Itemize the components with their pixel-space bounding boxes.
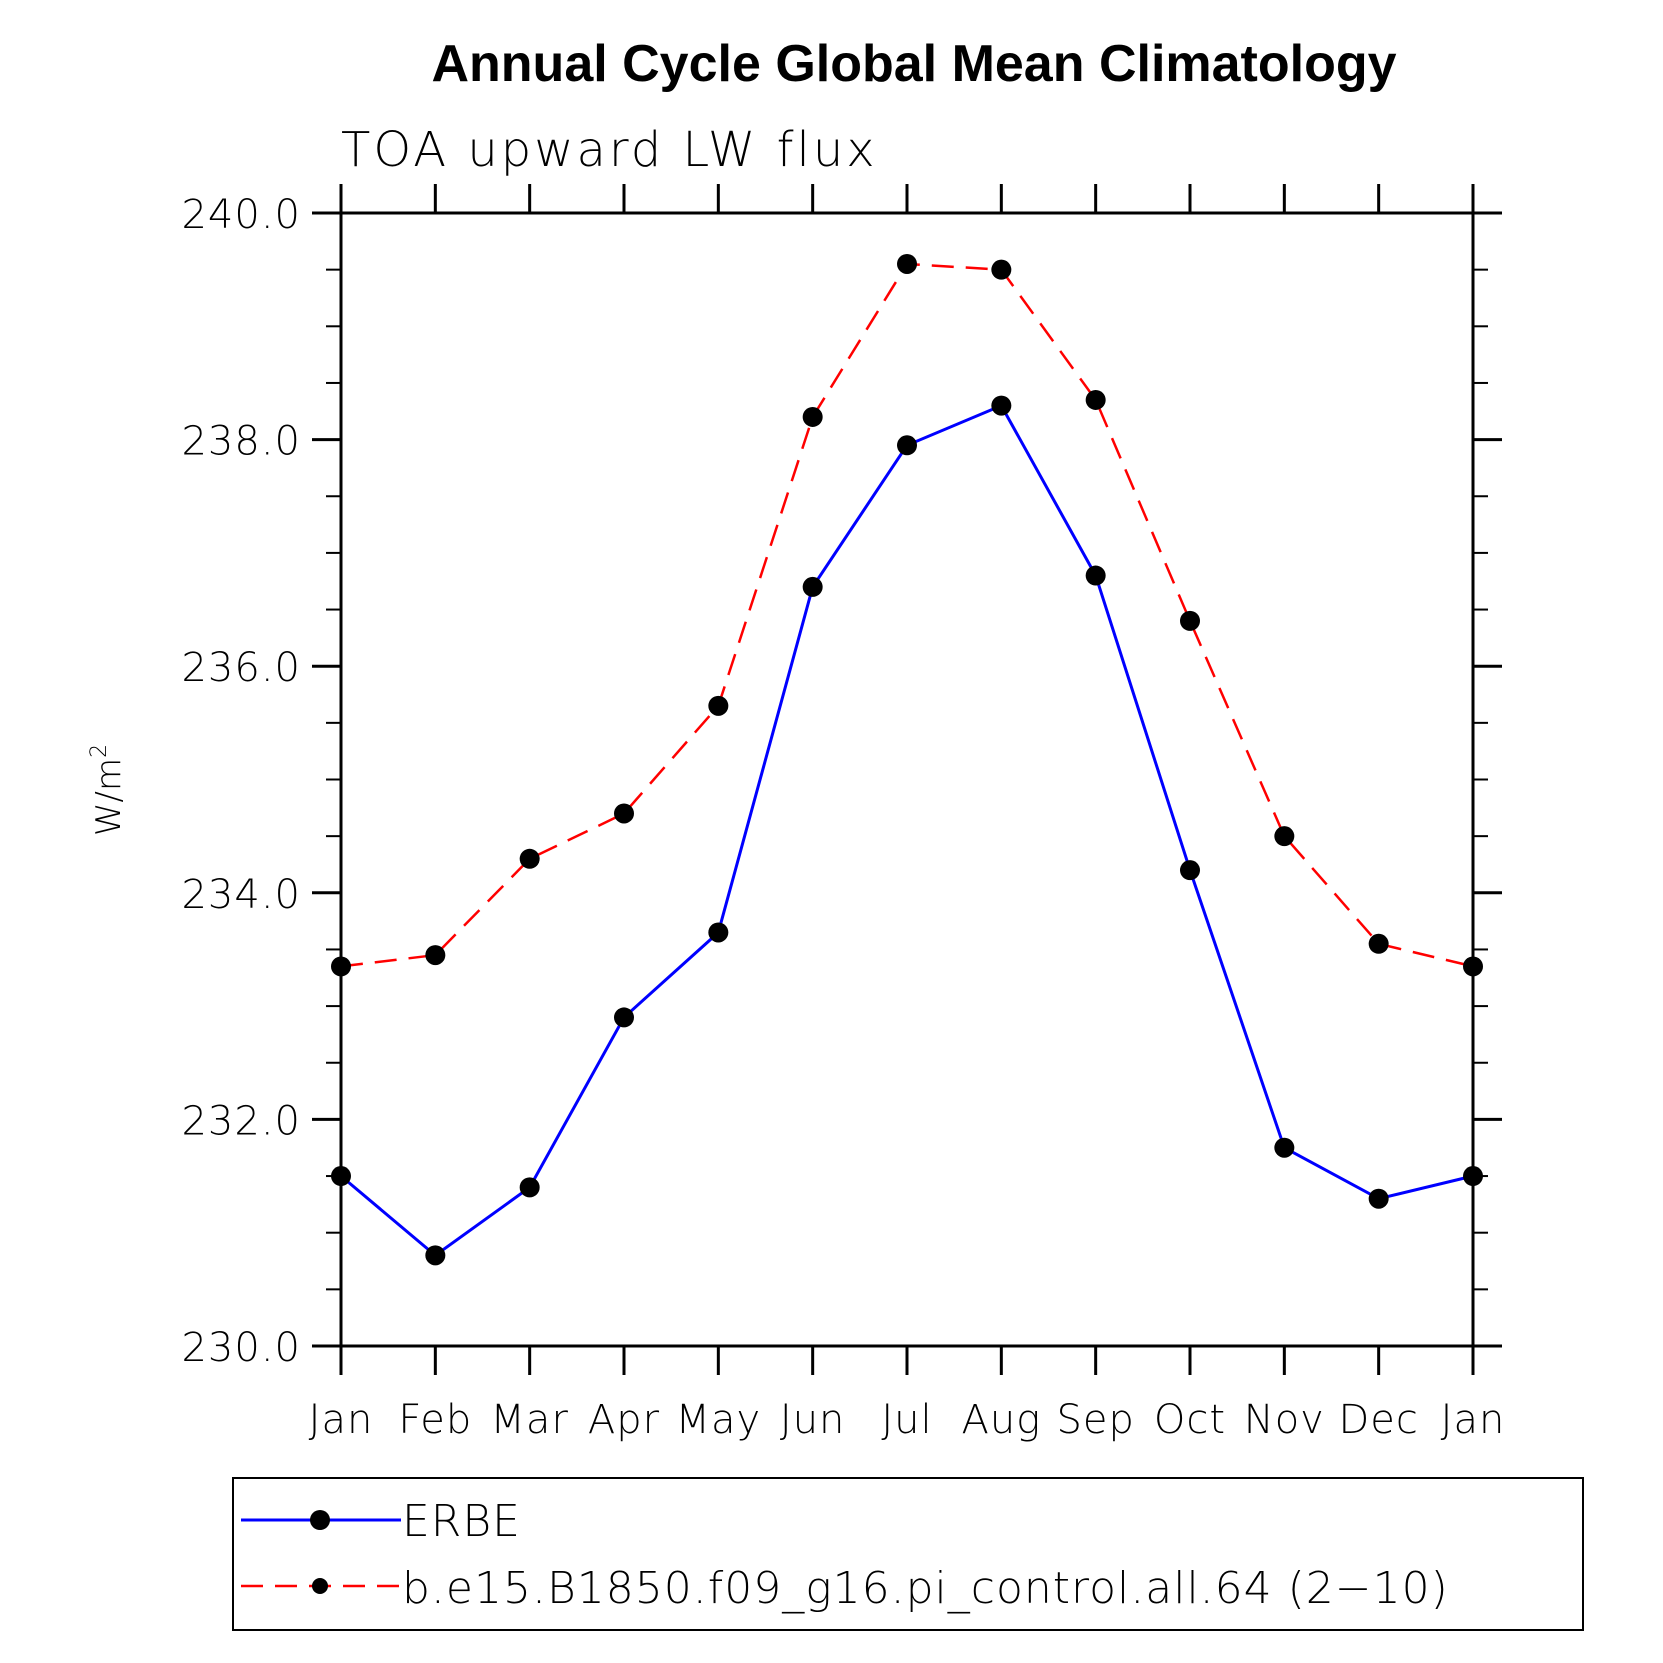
series-0-point (614, 1007, 634, 1028)
series-1-point (1463, 956, 1483, 977)
series-1-point (708, 695, 729, 716)
series-0-point (1274, 1137, 1295, 1158)
series-0-point (1368, 1188, 1389, 1209)
series-0-point (1085, 565, 1106, 586)
series-1-point (1274, 826, 1295, 847)
series-line-0 (340, 403, 1474, 1258)
series-0-point (991, 395, 1012, 416)
series-1-point (425, 945, 446, 966)
series-0-point (331, 1166, 351, 1187)
x-tick-label: Dec (1338, 1397, 1418, 1443)
series-1-point (519, 848, 540, 869)
x-tick-label: Feb (398, 1397, 472, 1443)
y-tick-label: 238.0 (181, 419, 301, 465)
series-0-point (1463, 1166, 1483, 1187)
y-tick-label: 234.0 (181, 872, 301, 918)
series-1-point (1085, 389, 1106, 410)
legend-marker-model (312, 1578, 328, 1594)
series-1-point (802, 406, 823, 427)
series-0-point (897, 435, 917, 456)
x-tick-label: Aug (961, 1397, 1041, 1443)
x-tick-label: Sep (1056, 1397, 1134, 1443)
y-tick-label: 240.0 (181, 192, 301, 238)
series-line-1 (340, 262, 1474, 968)
axes: 230.0 232.0 234.0 236.0 238.0 240.0 Jan Feb Mar A… (181, 184, 1506, 1443)
legend-box (232, 1477, 1584, 1631)
x-tick-label: Jan (309, 1397, 374, 1443)
plot-frame (339, 211, 1475, 1348)
chart-title: Annual Cycle Global Mean Climatology (431, 35, 1396, 93)
y-axis-label-text: W/m (89, 758, 129, 836)
legend-label-erbe: ERBE (402, 1496, 521, 1547)
series-0-point (802, 576, 823, 597)
x-tick-label: Jan (1441, 1397, 1506, 1443)
series-markers (331, 253, 1483, 1266)
x-tick-label: Jul (881, 1397, 932, 1443)
series-1-point (1368, 933, 1389, 954)
series-0-point (1180, 860, 1200, 881)
y-tick-label: 232.0 (181, 1098, 301, 1144)
series-lines (340, 262, 1474, 1258)
series-1-point (897, 253, 917, 274)
x-tick-label: Apr (588, 1397, 660, 1443)
series-1-point (1180, 610, 1200, 631)
series-0-point (425, 1245, 446, 1266)
chart-subtitle: TOA upward LW flux (341, 122, 878, 178)
x-tick-label: Oct (1154, 1397, 1226, 1443)
legend: ERBE b.e15.B1850.f09_g16.pi_control.all.… (232, 1477, 1584, 1631)
series-1-point (614, 803, 634, 824)
series-0-point (708, 922, 729, 943)
legend-marker-erbe (310, 1510, 330, 1530)
y-tick-label: 230.0 (181, 1325, 301, 1371)
legend-label-model: b.e15.B1850.f09_g16.pi_control.all.64 (2… (402, 1563, 1449, 1614)
x-tick-label: Mar (490, 1397, 568, 1443)
y-axis-label: W/m2 (87, 744, 129, 836)
series-0-point (519, 1177, 540, 1198)
x-tick-label: Nov (1244, 1397, 1325, 1443)
x-tick-label: May (675, 1397, 761, 1443)
y-tick-label: 236.0 (181, 645, 301, 691)
y-axis-label-superscript: 2 (87, 744, 112, 758)
x-tick-label: Jun (780, 1397, 846, 1443)
series-1-point (991, 259, 1012, 280)
series-1-point (331, 956, 351, 977)
